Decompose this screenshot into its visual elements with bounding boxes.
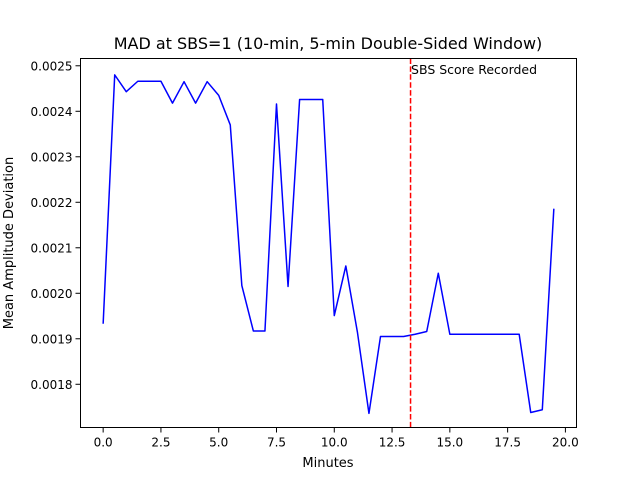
y-tick-label: 0.0022 [31, 196, 73, 210]
x-tick-label: 5.0 [209, 436, 228, 450]
plot-frame [80, 58, 577, 428]
x-tick-label: 12.5 [379, 436, 406, 450]
y-tick-label: 0.0020 [31, 287, 73, 301]
y-tick-label: 0.0023 [31, 150, 73, 164]
x-axis-label: Minutes [302, 456, 353, 471]
y-axis-label: Mean Amplitude Deviation [2, 157, 17, 330]
plot-area [102, 58, 555, 428]
y-axis-ticks: 0.0018 0.0019 0.0020 0.0021 0.0022 0.0023 0.00… [31, 59, 81, 392]
x-tick-label: 0.0 [94, 436, 113, 450]
x-tick-label: 7.5 [267, 436, 286, 450]
y-tick-label: 0.0025 [31, 59, 73, 73]
x-tick-label: 2.5 [151, 436, 170, 450]
y-tick-label: 0.0018 [31, 378, 73, 392]
sbs-annotation-label: SBS Score Recorded [411, 62, 537, 77]
x-tick-label: 15.0 [436, 436, 463, 450]
x-axis-ticks: 0.0 2.5 5.0 7.5 10.0 12.5 15.0 17.5 20.0 [94, 427, 579, 450]
y-tick-label: 0.0021 [31, 241, 73, 255]
y-tick-label: 0.0019 [31, 332, 73, 346]
chart-title: MAD at SBS=1 (10-min, 5-min Double-Sided… [114, 34, 543, 53]
x-tick-label: 10.0 [321, 436, 348, 450]
y-tick-label: 0.0024 [31, 105, 73, 119]
mad-series-line [102, 74, 555, 415]
x-tick-label: 20.0 [552, 436, 579, 450]
x-tick-label: 17.5 [494, 436, 521, 450]
